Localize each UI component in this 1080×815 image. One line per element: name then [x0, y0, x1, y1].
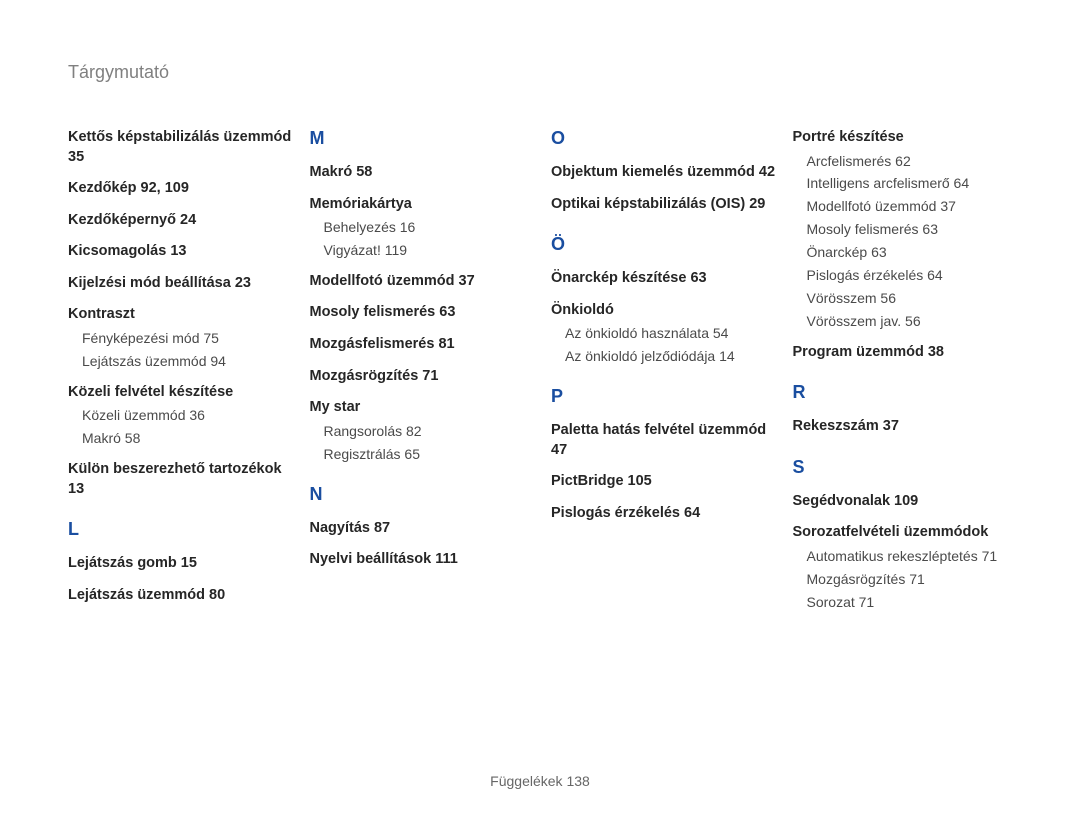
index-entry: Nyelvi beállítások 111 [310, 550, 538, 570]
index-subentry: Vörösszem 56 [807, 289, 1021, 308]
index-subentry: Mozgásrögzítés 71 [807, 570, 1021, 589]
index-columns: Kettős képstabilizálás üzemmód 35 Kezdőké… [68, 128, 1020, 612]
index-entry: Kontraszt [68, 305, 296, 325]
index-entry: Pislogás érzékelés 64 [551, 504, 779, 524]
index-entry: Önkioldó [551, 301, 779, 321]
index-entry: Rekeszszám 37 [793, 417, 1021, 437]
index-entry: Nagyítás 87 [310, 519, 538, 539]
index-entry: Külön beszerezhető tartozékok 13 [68, 460, 296, 499]
index-subentry: Intelligens arcfelismerő 64 [807, 174, 1021, 193]
letter-heading: S [793, 457, 1021, 478]
index-entry: Kezdőképernyő 24 [68, 211, 296, 231]
index-subentry: Önarckép 63 [807, 243, 1021, 262]
index-subentry: Vigyázat! 119 [324, 241, 538, 260]
index-subentry: Fényképezési mód 75 [82, 329, 296, 348]
letter-heading: Ö [551, 234, 779, 255]
page-title: Tárgymutató [68, 62, 169, 83]
index-subentry: Makró 58 [82, 429, 296, 448]
index-entry: Optikai képstabilizálás (OIS) 29 [551, 195, 779, 215]
index-entry: Önarckép készítése 63 [551, 269, 779, 289]
index-entry: Kijelzési mód beállítása 23 [68, 274, 296, 294]
index-entry: Segédvonalak 109 [793, 492, 1021, 512]
letter-heading: P [551, 386, 779, 407]
index-subentry: Lejátszás üzemmód 94 [82, 352, 296, 371]
index-entry: Kezdőkép 92, 109 [68, 179, 296, 199]
index-entry: Program üzemmód 38 [793, 343, 1021, 363]
page-footer: Függelékek 138 [0, 773, 1080, 789]
index-entry: PictBridge 105 [551, 472, 779, 492]
index-subentry: Modellfotó üzemmód 37 [807, 197, 1021, 216]
index-subentry: Az önkioldó jelződiódája 14 [565, 347, 779, 366]
letter-heading: L [68, 519, 296, 540]
index-entry: Mozgásfelismerés 81 [310, 335, 538, 355]
index-subentry: Közeli üzemmód 36 [82, 406, 296, 425]
index-entry: Közeli felvétel készítése [68, 383, 296, 403]
index-subentry: Pislogás érzékelés 64 [807, 266, 1021, 285]
index-entry: Kicsomagolás 13 [68, 242, 296, 262]
letter-heading: O [551, 128, 779, 149]
letter-heading: N [310, 484, 538, 505]
index-column: O Objektum kiemelés üzemmód 42 Optikai kép… [551, 128, 779, 612]
index-entry: Paletta hatás felvétel üzemmód 47 [551, 421, 779, 460]
index-entry: Mozgásrögzítés 71 [310, 367, 538, 387]
index-column: Portré készítése Arcfelismerés 62 Intellig… [793, 128, 1021, 612]
index-entry: Memóriakártya [310, 195, 538, 215]
index-subentry: Vörösszem jav. 56 [807, 312, 1021, 331]
index-column: Kettős képstabilizálás üzemmód 35 Kezdőké… [68, 128, 296, 612]
index-entry: My star [310, 398, 538, 418]
letter-heading: M [310, 128, 538, 149]
index-entry: Makró 58 [310, 163, 538, 183]
index-subentry: Regisztrálás 65 [324, 445, 538, 464]
index-subentry: Mosoly felismerés 63 [807, 220, 1021, 239]
index-column: M Makró 58 Memóriakártya Behelyezés 16 Vigyá… [310, 128, 538, 612]
index-subentry: Rangsorolás 82 [324, 422, 538, 441]
index-subentry: Arcfelismerés 62 [807, 152, 1021, 171]
index-entry: Objektum kiemelés üzemmód 42 [551, 163, 779, 183]
index-entry: Mosoly felismerés 63 [310, 303, 538, 323]
index-entry: Sorozatfelvételi üzemmódok [793, 523, 1021, 543]
index-subentry: Az önkioldó használata 54 [565, 324, 779, 343]
index-entry: Lejátszás gomb 15 [68, 554, 296, 574]
index-entry: Portré készítése [793, 128, 1021, 148]
index-entry: Modellfotó üzemmód 37 [310, 272, 538, 292]
index-entry: Lejátszás üzemmód 80 [68, 586, 296, 606]
letter-heading: R [793, 382, 1021, 403]
index-subentry: Automatikus rekeszléptetés 71 [807, 547, 1021, 566]
index-subentry: Behelyezés 16 [324, 218, 538, 237]
index-entry: Kettős képstabilizálás üzemmód 35 [68, 128, 296, 167]
index-subentry: Sorozat 71 [807, 593, 1021, 612]
